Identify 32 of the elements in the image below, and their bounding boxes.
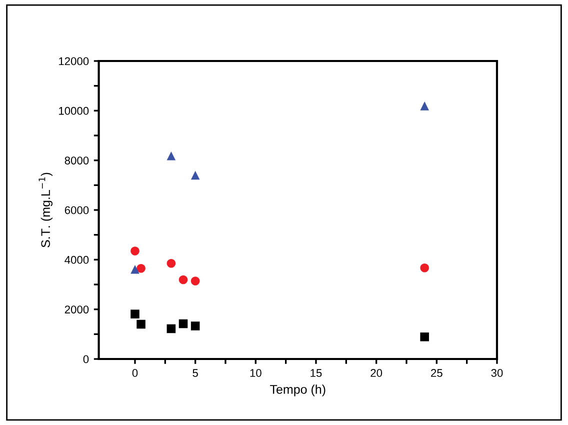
x-tick-label: 20	[370, 369, 382, 377]
x-tick-label: 5	[192, 369, 198, 377]
x-axis-title: Tempo (h)	[270, 384, 326, 396]
point	[420, 332, 429, 342]
point	[136, 264, 146, 273]
point	[166, 324, 176, 334]
point	[420, 102, 429, 110]
y-tick-label: 4000	[64, 256, 89, 264]
point	[190, 170, 200, 180]
point	[130, 246, 140, 256]
point	[130, 264, 140, 274]
point	[190, 322, 200, 330]
y-tick-label: 12000	[59, 57, 89, 66]
x-tick-label: 10	[250, 369, 262, 377]
point	[178, 275, 188, 284]
point	[420, 263, 429, 272]
point	[178, 319, 188, 328]
point	[166, 151, 176, 160]
x-tick-label: 30	[491, 369, 503, 377]
point	[136, 320, 146, 329]
x-tick-label: 15	[310, 369, 322, 377]
x-tick-label: 0	[132, 369, 138, 377]
y-tick-label: 8000	[64, 156, 89, 164]
point	[166, 259, 176, 268]
y-tick-label: 2000	[64, 306, 89, 314]
point	[130, 310, 140, 318]
y-tick-label: 10000	[59, 106, 89, 115]
y-tick-label: 6000	[64, 206, 89, 214]
point	[190, 276, 200, 286]
x-tick-label: 25	[431, 369, 442, 377]
y-tick-label: 0	[83, 355, 89, 364]
y-axis-title: S.T. (mg.L$^{−1}$)	[38, 172, 52, 248]
